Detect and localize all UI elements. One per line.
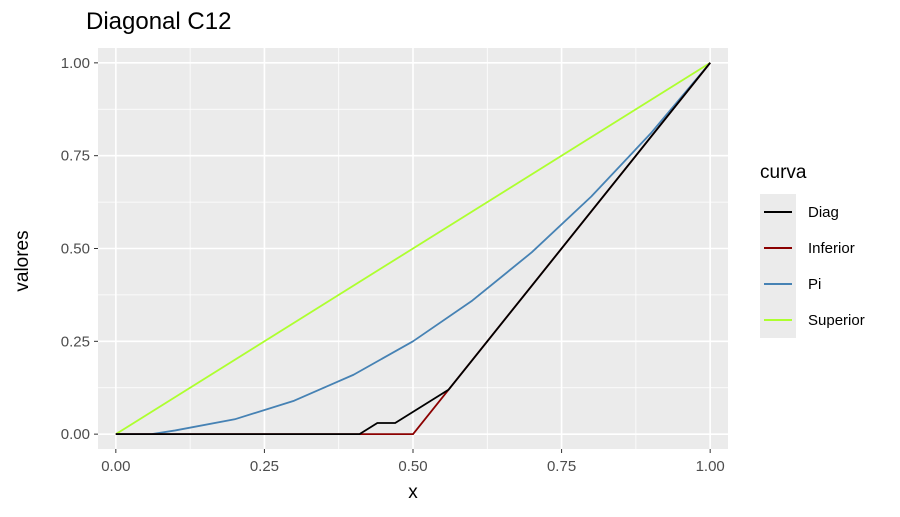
legend-key-inferior (760, 230, 796, 266)
legend-item-inferior: Inferior (760, 230, 865, 266)
x-tick-label: 1.00 (696, 458, 725, 475)
x-axis-label: x (408, 482, 418, 503)
series-line-diag (115, 62, 711, 436)
legend: curva Diag Inferior Pi Superior (760, 162, 865, 338)
y-tick-label: 0.00 (61, 426, 90, 443)
x-tick-label: 0.50 (398, 458, 427, 475)
legend-label-superior: Superior (808, 311, 865, 329)
legend-item-diag: Diag (760, 194, 865, 230)
x-tick-label: 0.00 (101, 458, 130, 475)
series-layer (115, 62, 711, 436)
legend-item-pi: Pi (760, 266, 865, 302)
series-line-superior (115, 62, 711, 435)
legend-label-inferior: Inferior (808, 239, 855, 257)
legend-key-diag (760, 194, 796, 230)
legend-item-superior: Superior (760, 302, 865, 338)
y-tick-label: 0.25 (61, 333, 90, 350)
y-axis-label: valores (12, 230, 33, 292)
x-axis: 0.00 0.25 0.50 0.75 1.00 (101, 449, 725, 475)
legend-label-diag: Diag (808, 203, 839, 221)
chart-title: Diagonal C12 (86, 8, 232, 35)
legend-label-pi: Pi (808, 275, 822, 293)
legend-key-pi (760, 266, 796, 302)
x-tick-label: 0.25 (250, 458, 279, 475)
y-tick-label: 0.75 (61, 148, 90, 165)
y-axis: 0.00 0.25 0.50 0.75 1.00 (61, 55, 98, 443)
legend-key-superior (760, 302, 796, 338)
legend-title: curva (760, 162, 807, 183)
y-tick-label: 1.00 (61, 55, 90, 72)
series-line-pi (115, 62, 711, 436)
x-tick-label: 0.75 (547, 458, 576, 475)
y-tick-label: 0.50 (61, 241, 90, 258)
